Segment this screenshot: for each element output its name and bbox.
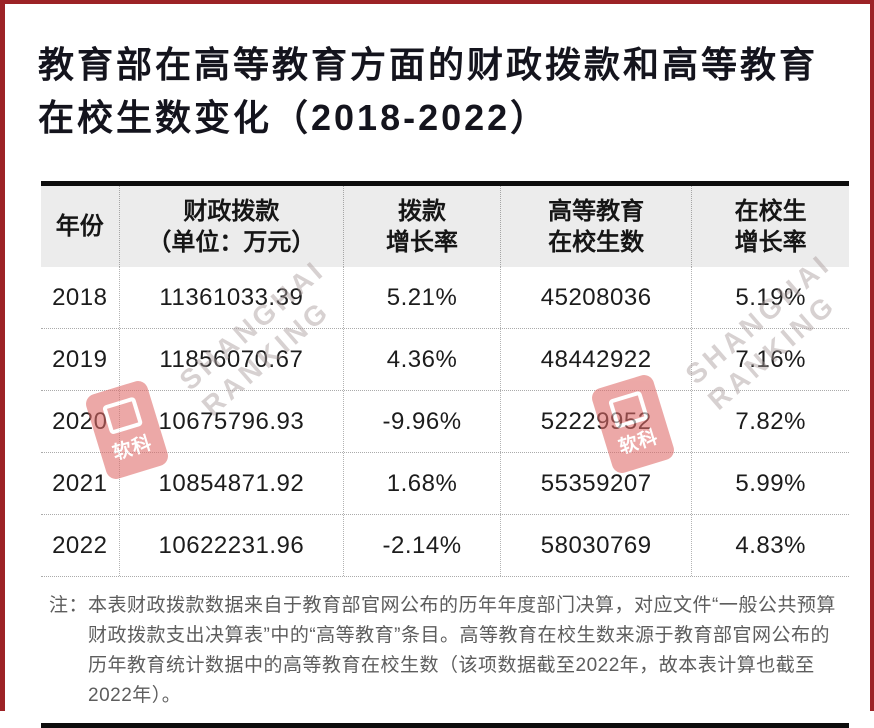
- funding-cell: 11856070.67: [118, 329, 344, 390]
- footnote-text: 本表财政拨款数据来自于教育部官网公布的历年年度部门决算，对应文件“一般公共预算财…: [88, 595, 836, 706]
- page-title: 教育部在高等教育方面的财政拨款和高等教育 在校生数变化（2018-2022）: [38, 38, 838, 144]
- year-cell: 2019: [52, 345, 108, 373]
- funding-growth-cell: 1.68%: [343, 453, 500, 514]
- header-funding: 财政拨款 （单位：万元）: [118, 186, 344, 267]
- header-year: 年份: [55, 213, 104, 240]
- footnote-prefix: 注：: [49, 595, 89, 616]
- students-cell: 52229952: [499, 391, 691, 452]
- students-cell: 48442922: [499, 329, 691, 390]
- funding-growth-cell: 4.36%: [343, 329, 500, 390]
- header-funding-growth: 拨款 增长率: [343, 186, 500, 267]
- year-cell: 2018: [52, 283, 108, 311]
- students-cell: 55359207: [499, 453, 691, 514]
- students-cell: 58030769: [499, 515, 691, 576]
- header-students-growth: 在校生 增长率: [691, 186, 849, 267]
- students-growth-cell: 7.82%: [691, 391, 849, 452]
- year-cell: 2022: [52, 531, 108, 559]
- funding-cell: 10854871.92: [118, 453, 344, 514]
- table-row-2022: 2022 10622231.96 -2.14% 58030769 4.83%: [41, 514, 849, 576]
- students-growth-cell: 7.16%: [691, 329, 849, 390]
- table-row-2021: 2021 10854871.92 1.68% 55359207 5.99%: [41, 452, 849, 514]
- funding-growth-cell: -9.96%: [343, 391, 500, 452]
- table-row-2020: 2020 10675796.93 -9.96% 52229952 7.82%: [41, 390, 849, 452]
- funding-table: 年份 财政拨款 （单位：万元） 拨款 增长率 高等教育 在校生数 在校生 增长率…: [41, 181, 849, 728]
- students-growth-cell: 4.83%: [691, 515, 849, 576]
- table-row-2018: 2018 11361033.39 5.21% 45208036 5.19%: [41, 267, 849, 328]
- table-header-row: 年份 财政拨款 （单位：万元） 拨款 增长率 高等教育 在校生数 在校生 增长率: [41, 181, 849, 267]
- funding-cell: 11361033.39: [118, 267, 344, 328]
- funding-cell: 10622231.96: [118, 515, 344, 576]
- funding-growth-cell: -2.14%: [343, 515, 500, 576]
- students-growth-cell: 5.19%: [691, 267, 849, 328]
- students-growth-cell: 5.99%: [691, 453, 849, 514]
- page-title-line2: 在校生数变化（2018-2022）: [38, 97, 550, 138]
- students-cell: 45208036: [499, 267, 691, 328]
- page-title-line1: 教育部在高等教育方面的财政拨款和高等教育: [38, 44, 819, 85]
- funding-cell: 10675796.93: [118, 391, 344, 452]
- year-cell: 2021: [52, 469, 108, 497]
- funding-growth-cell: 5.21%: [343, 267, 500, 328]
- year-cell: 2020: [52, 407, 108, 435]
- table-row-2019: 2019 11856070.67 4.36% 48442922 7.16%: [41, 328, 849, 390]
- footnote: 注： 本表财政拨款数据来自于教育部官网公布的历年年度部门决算，对应文件“一般公共…: [41, 576, 849, 728]
- header-students: 高等教育 在校生数: [499, 186, 691, 267]
